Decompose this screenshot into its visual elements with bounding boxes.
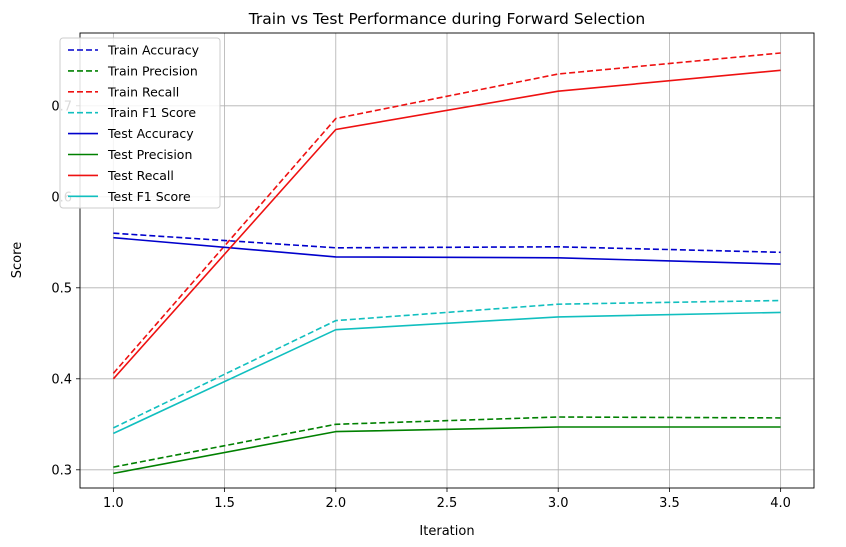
legend: Train Accuracy Train Precision Train Recal… xyxy=(59,37,221,209)
x-tick-label: 4.0 xyxy=(770,496,791,511)
y-axis-label: Score xyxy=(10,242,25,278)
series-line-test-accuracy xyxy=(113,236,781,265)
legend-entry: Test Accuracy xyxy=(107,126,194,141)
x-tick-label: 3.5 xyxy=(659,496,680,511)
y-tick-label: 0.4 xyxy=(51,372,72,387)
legend-entry: Test Precision xyxy=(107,147,192,162)
x-axis-ticks: 1.0 1.5 2.0 2.5 3.0 3.5 4.0 xyxy=(103,488,791,511)
series-line-train-precision xyxy=(113,416,781,468)
series-line-test-recall xyxy=(112,69,781,380)
y-tick-label: 0.5 xyxy=(51,281,72,296)
series-line-test-f1-score xyxy=(113,311,781,435)
x-tick-label: 2.0 xyxy=(325,496,346,511)
x-tick-label: 1.0 xyxy=(103,496,124,511)
x-tick-label: 2.5 xyxy=(437,496,458,511)
legend-entry: Train Precision xyxy=(107,63,198,78)
legend-entry: Train Accuracy xyxy=(107,43,200,58)
series-line-train-recall xyxy=(112,52,781,374)
x-tick-label: 3.0 xyxy=(548,496,569,511)
y-tick-label: 0.3 xyxy=(51,463,72,478)
series-lines xyxy=(112,52,781,475)
legend-box xyxy=(59,37,221,209)
series-line-test-precision xyxy=(113,426,781,475)
legend-entry: Train F1 Score xyxy=(107,105,196,120)
x-tick-label: 1.5 xyxy=(214,496,235,511)
legend-entry: Train Recall xyxy=(107,84,179,99)
series-line-train-accuracy xyxy=(113,232,781,254)
chart-title: Train vs Test Performance during Forward… xyxy=(248,10,646,28)
legend-entry: Test F1 Score xyxy=(107,189,191,204)
x-axis-label: Iteration xyxy=(419,524,474,539)
series-line-train-f1-score xyxy=(113,299,781,429)
legend-entry: Test Recall xyxy=(107,168,174,183)
